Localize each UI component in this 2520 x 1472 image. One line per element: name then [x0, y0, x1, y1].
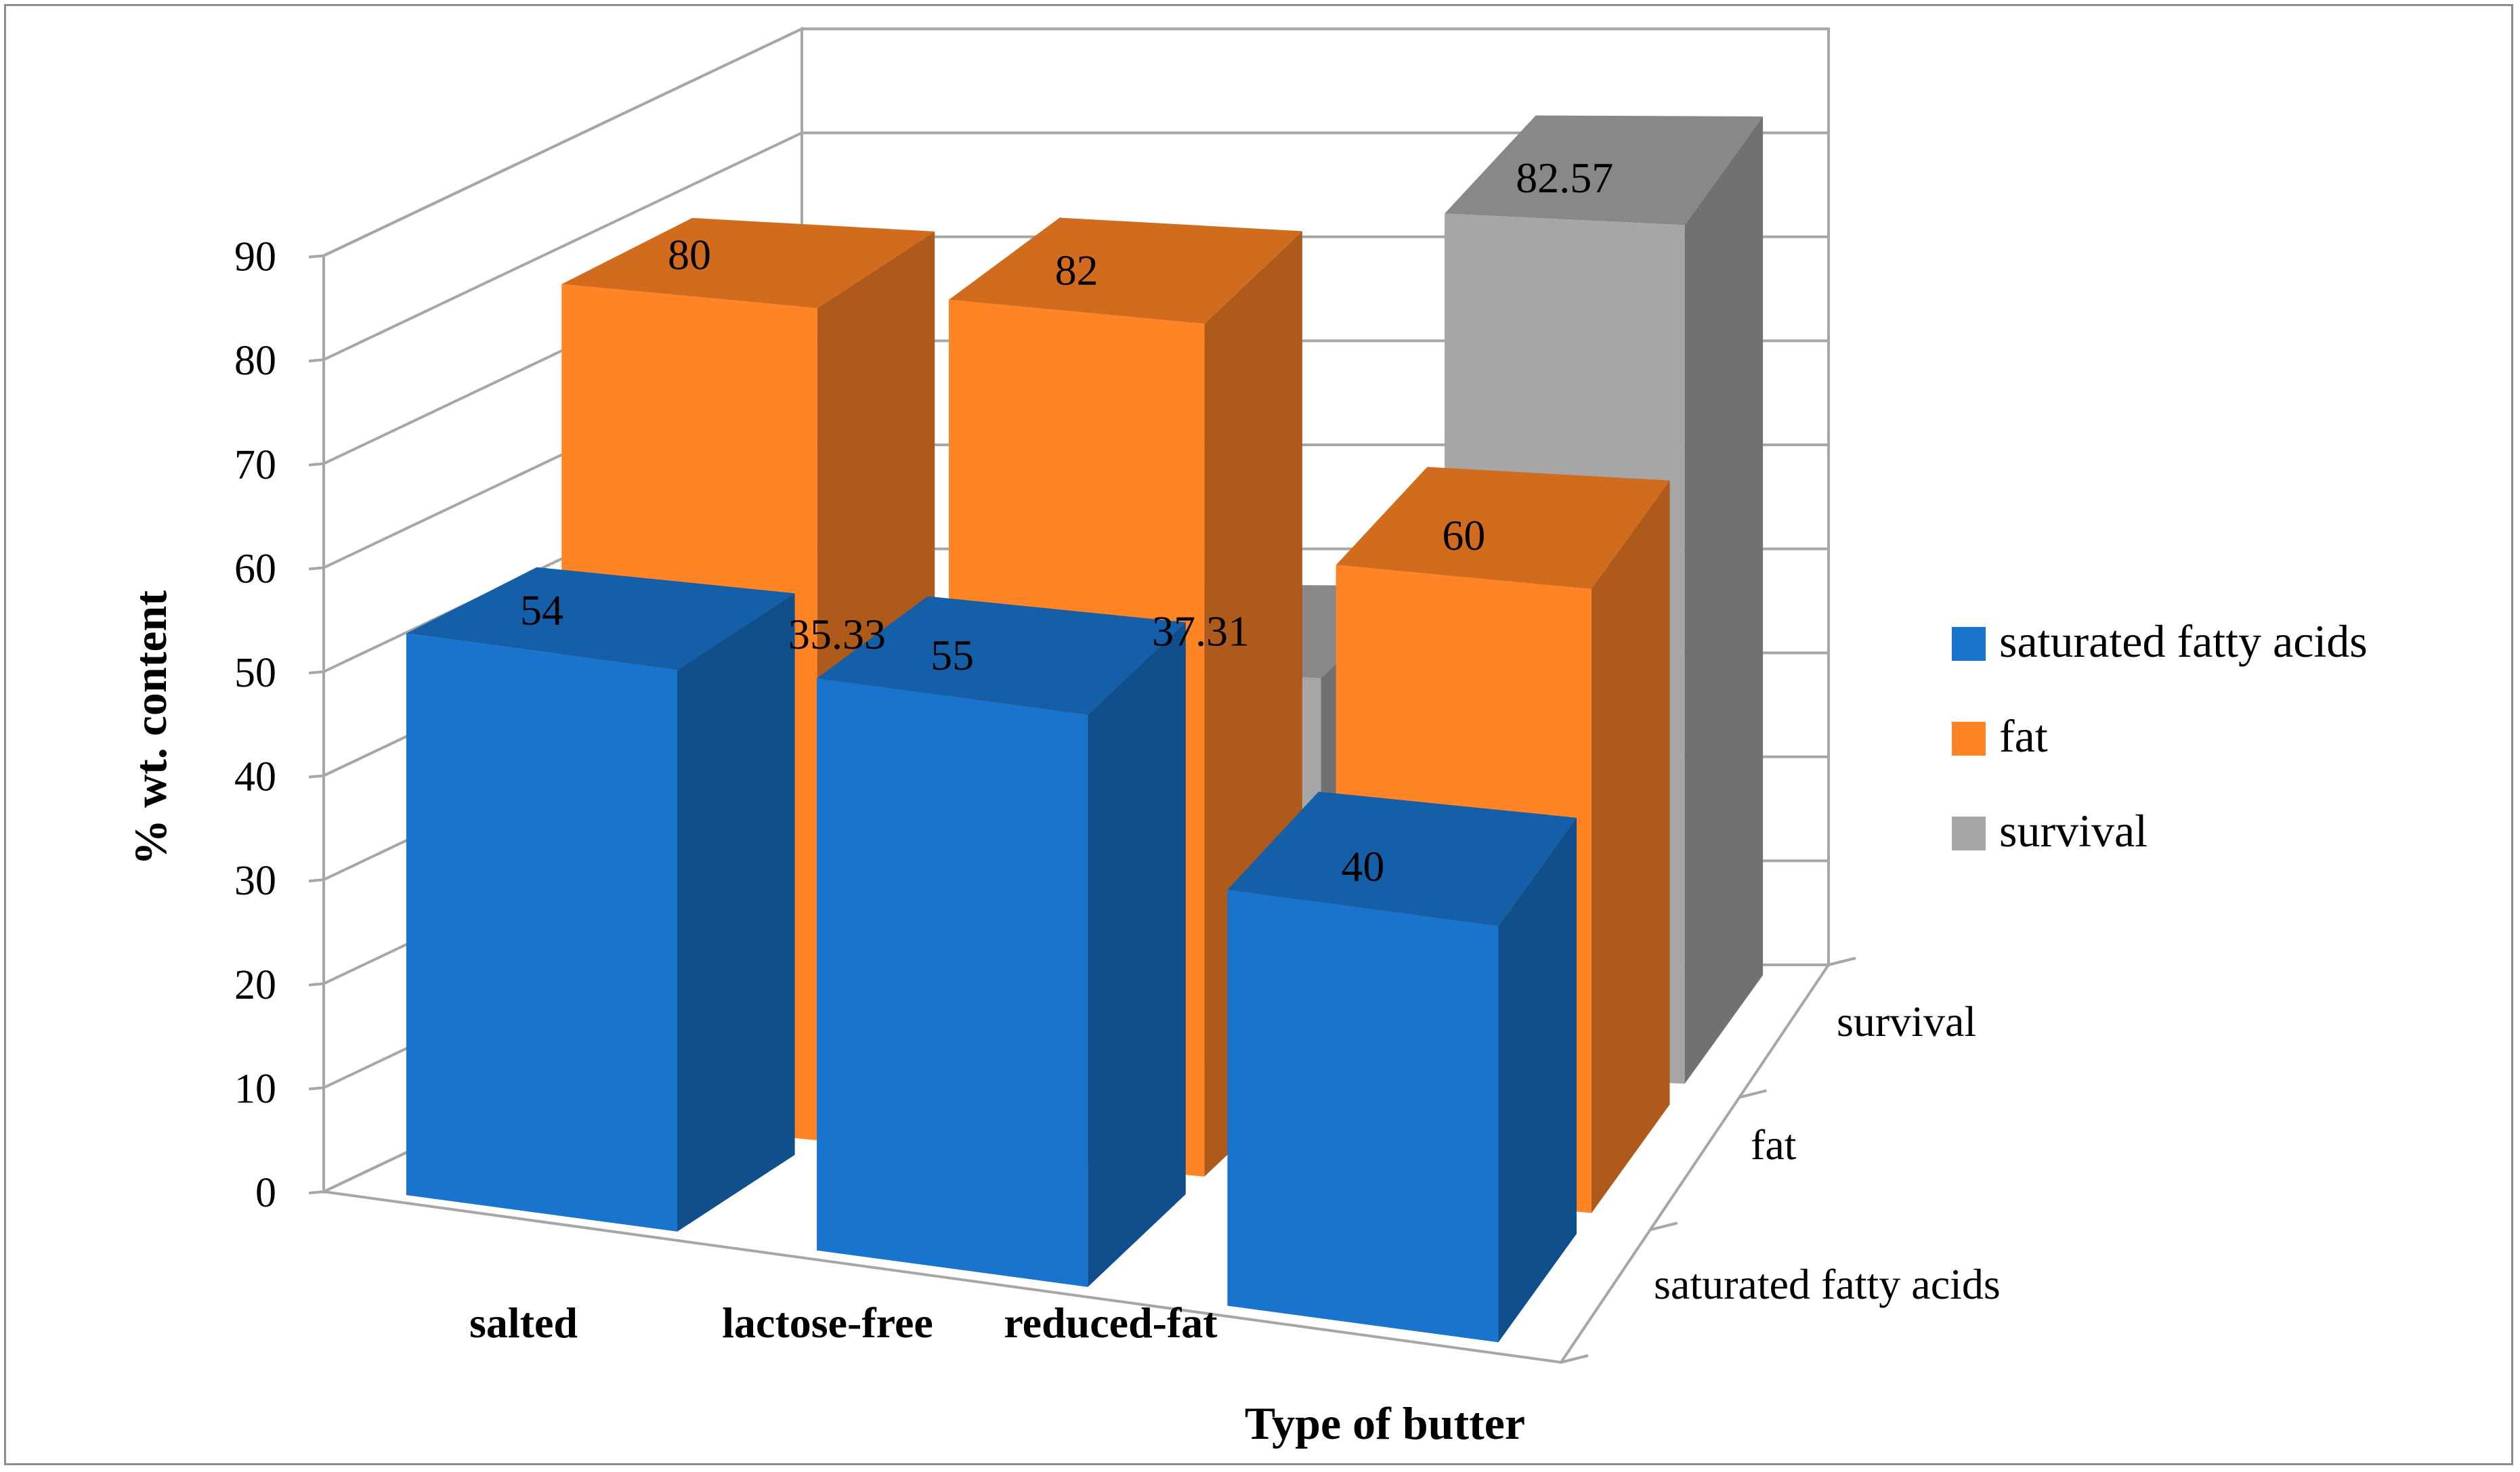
y-tick-label: 90 [234, 234, 276, 280]
y-tick-mark [308, 1190, 324, 1194]
bar-front [817, 678, 1088, 1287]
y-tick-label: 60 [234, 546, 276, 592]
data-label: 37.31 [1152, 607, 1250, 655]
bar-side [1088, 622, 1186, 1287]
legend-item: survival [1952, 805, 2148, 857]
depth-axis-label: survival [1837, 997, 1976, 1045]
bar-side [1592, 480, 1670, 1213]
y-tick-label: 0 [255, 1170, 276, 1216]
depth-tick-mark [1828, 957, 1856, 966]
y-tick-label: 70 [234, 442, 276, 488]
x-tick-label: lactose-free [722, 1299, 933, 1347]
x-tick-label: salted [469, 1299, 578, 1347]
y-tick-mark [308, 566, 324, 571]
legend-label: survival [1999, 805, 2148, 857]
data-label: 35.33 [788, 610, 886, 658]
gridline [323, 131, 1829, 362]
y-tick-mark [308, 670, 324, 674]
legend-item: saturated fatty acids [1952, 615, 2368, 667]
y-tick-mark [308, 1086, 324, 1091]
depth-axis-label: fat [1751, 1121, 1797, 1169]
bar-front [406, 633, 677, 1232]
legend-swatch [1952, 817, 1986, 850]
legend-swatch [1952, 722, 1986, 756]
legend-item: fat [1952, 710, 2048, 762]
data-label: 80 [668, 230, 711, 278]
data-label: 40 [1341, 842, 1384, 890]
bar-side [1684, 116, 1764, 1084]
y-axis-title: % wt. content [125, 590, 176, 865]
data-label: 54 [520, 586, 563, 634]
x-tick-label: reduced-fat [1004, 1299, 1218, 1347]
data-label: 82 [1055, 246, 1098, 295]
y-tick-label: 30 [234, 858, 276, 904]
y-tick-label: 40 [234, 754, 276, 800]
y-tick-mark [308, 878, 324, 883]
depth-tick-mark [1650, 1221, 1678, 1232]
data-label: 60 [1442, 511, 1485, 559]
bar-side [1498, 817, 1577, 1343]
legend-swatch [1952, 627, 1986, 661]
data-label: 82.57 [1516, 154, 1613, 202]
bar-top [406, 567, 795, 670]
x-axis-title: Type of butter [1245, 1398, 1525, 1449]
y-tick-mark [308, 254, 324, 259]
bar-side [677, 593, 795, 1232]
depth-tick-mark [1738, 1089, 1767, 1099]
legend: saturated fatty acids fat survival [1952, 615, 2368, 857]
bar-top [561, 217, 935, 309]
depth-axis-label: saturated fatty acids [1654, 1260, 2001, 1308]
y-tick-label: 20 [234, 962, 276, 1008]
depth-tick-mark [1560, 1354, 1589, 1364]
bar-top [1336, 467, 1670, 589]
bar-top [1445, 115, 1764, 225]
bar-front [1227, 890, 1499, 1343]
legend-label: fat [1999, 710, 2048, 762]
y-tick-mark [308, 774, 324, 779]
y-tick-label: 50 [234, 650, 276, 696]
y-tick-label: 80 [234, 338, 276, 384]
chart-labels: 0 10 20 30 40 50 60 70 80 90 saturated fatty acids… [125, 154, 2001, 1449]
bar [406, 567, 795, 1232]
y-tick-mark [308, 358, 324, 363]
gridline [323, 27, 1829, 257]
bar-top [817, 596, 1186, 715]
bar-top [949, 217, 1302, 324]
bar [1227, 792, 1577, 1343]
y-tick-mark [308, 462, 324, 467]
bar-top [1227, 792, 1577, 926]
y-tick-label: 10 [234, 1066, 276, 1112]
data-label: 55 [931, 631, 974, 679]
chart-bars [406, 115, 1764, 1343]
y-tick-mark [308, 982, 324, 987]
legend-label: saturated fatty acids [1999, 615, 2368, 667]
bar [817, 596, 1186, 1287]
